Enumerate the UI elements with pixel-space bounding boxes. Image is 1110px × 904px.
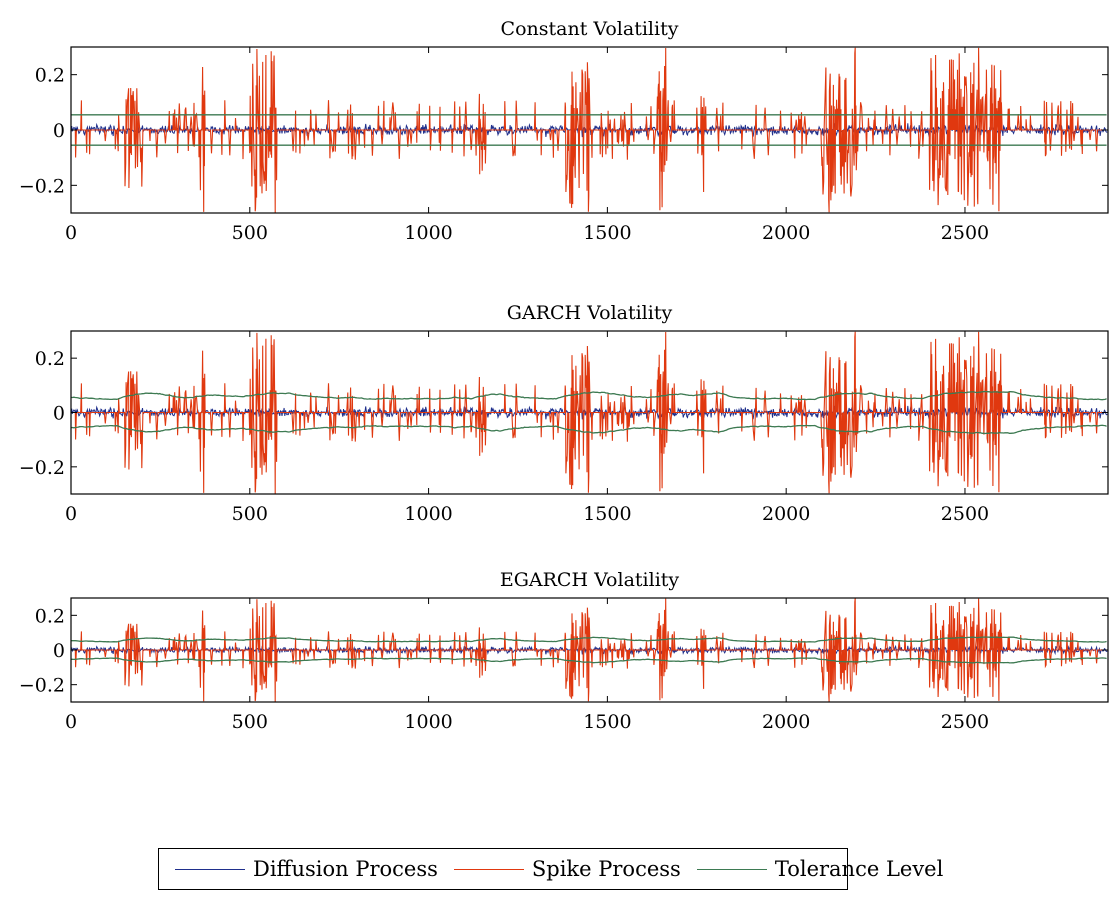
x-tick-label: 2500 — [941, 711, 989, 733]
panel-title: GARCH Volatility — [507, 302, 673, 324]
x-tick-label: 1000 — [404, 711, 452, 733]
y-tick-label: 0 — [53, 120, 65, 142]
series-line-tolerance-upper — [71, 390, 1107, 401]
panel-constant-volatility: Constant Volatility 0 500 1000 1500 2000 2500… — [19, 18, 1109, 244]
series-line-spike — [71, 331, 1108, 494]
x-tick-label: 1500 — [583, 503, 631, 525]
y-tick-label: −0.2 — [19, 675, 65, 697]
series-line-spike — [71, 598, 1108, 702]
x-tick-label: 1000 — [404, 503, 452, 525]
plot-area — [71, 598, 1108, 702]
panel-title: EGARCH Volatility — [500, 569, 680, 591]
y-tick-label: 0 — [53, 640, 65, 662]
x-tick-label: 2000 — [762, 222, 810, 244]
y-tick-label: 0.2 — [35, 348, 65, 370]
series-line-tolerance-lower — [71, 424, 1107, 435]
legend-label: Spike Process — [531, 857, 681, 881]
legend-swatch-diffusion — [175, 868, 245, 870]
x-tick-label: 500 — [232, 222, 268, 244]
series-line-spike — [71, 47, 1108, 213]
legend-item-spike: Spike Process — [453, 857, 681, 881]
panel-title: Constant Volatility — [501, 18, 679, 40]
x-tick-label: 1000 — [404, 222, 452, 244]
y-tick-label: −0.2 — [19, 175, 65, 197]
x-tick-label: 2000 — [762, 503, 810, 525]
series-line-tolerance-lower — [71, 657, 1107, 664]
legend-swatch-tolerance — [696, 868, 767, 870]
legend-label: Tolerance Level — [774, 857, 944, 881]
x-tick-label: 2000 — [762, 711, 810, 733]
plot-area — [71, 47, 1108, 213]
panel-egarch-volatility: EGARCH Volatility 0 500 1000 1500 2000 2500 −0… — [19, 569, 1109, 733]
y-tick-label: −0.2 — [19, 457, 65, 479]
legend: Diffusion Process Spike Process Toleranc… — [158, 848, 943, 890]
x-tick-label: 0 — [65, 222, 77, 244]
series-line-tolerance-upper — [71, 636, 1107, 643]
x-tick-label: 1500 — [583, 222, 631, 244]
legend-label: Diffusion Process — [253, 857, 438, 881]
legend-item-tolerance: Tolerance Level — [696, 857, 944, 881]
x-tick-label: 500 — [232, 503, 268, 525]
x-tick-label: 500 — [232, 711, 268, 733]
y-tick-label: 0 — [53, 403, 65, 425]
y-tick-label: 0.2 — [35, 65, 65, 87]
x-tick-label: 2500 — [941, 222, 989, 244]
x-tick-label: 1500 — [583, 711, 631, 733]
x-tick-label: 0 — [65, 503, 77, 525]
y-tick-label: 0.2 — [35, 605, 65, 627]
plot-area — [71, 331, 1108, 494]
panel-garch-volatility: GARCH Volatility 0 500 1000 1500 2000 2500 −0.… — [19, 302, 1109, 525]
x-tick-label: 0 — [65, 711, 77, 733]
legend-swatch-spike — [453, 868, 524, 870]
legend-item-diffusion: Diffusion Process — [175, 857, 438, 881]
x-tick-label: 2500 — [941, 503, 989, 525]
